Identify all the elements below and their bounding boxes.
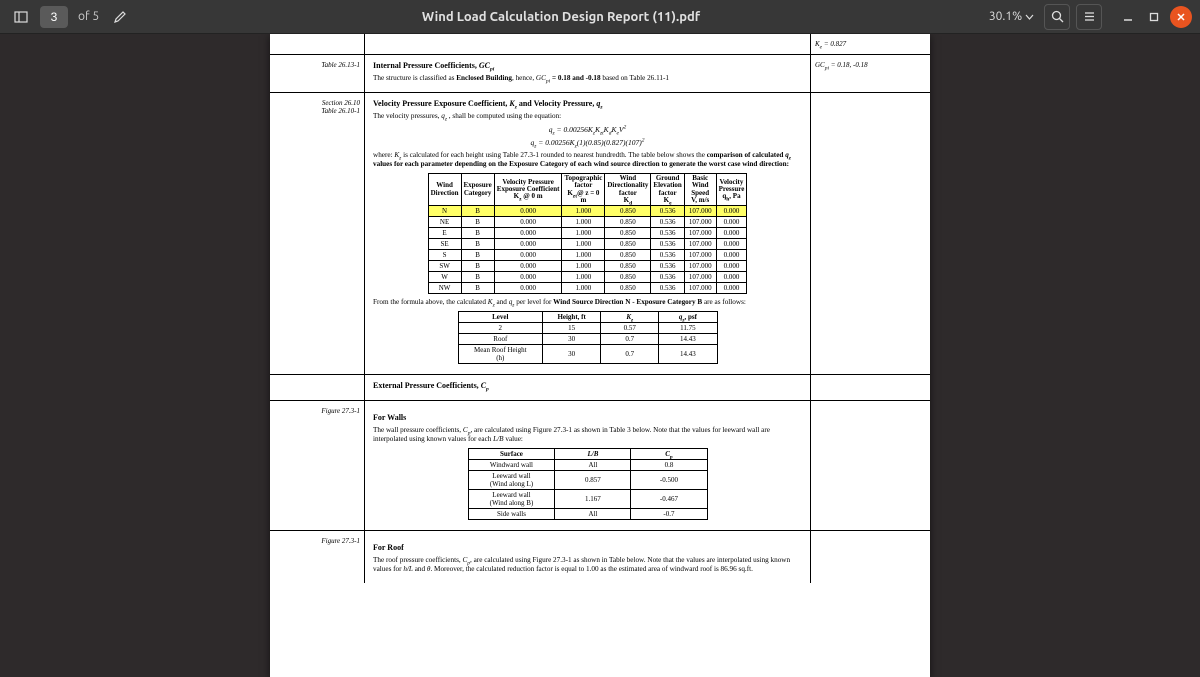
velocity-para3: From the formula above, the calculated K…: [373, 298, 802, 307]
velocity-eq1: qz = 0.00256KzKztKdKeV2: [373, 125, 802, 134]
internal-content: Internal Pressure Coefficients, GCpi The…: [365, 55, 810, 92]
walls-heading: For Walls: [373, 413, 802, 422]
walls-ref: Figure 27.3-1: [270, 401, 365, 530]
walls-para: The wall pressure coefficients, Cp, are …: [373, 426, 802, 444]
annotate-button[interactable]: [107, 4, 133, 30]
document-title: Wind Load Calculation Design Report (11)…: [133, 10, 989, 24]
velocity-content: Velocity Pressure Exposure Coefficient, …: [365, 93, 810, 374]
velocity-level-table: LevelHeight, ftKzqz, psf 2150.5711.75Roo…: [458, 311, 718, 364]
velocity-eq2: qz = 0.00256Kz(1)(0.85)(0.827)(107)2: [373, 138, 802, 147]
walls-table: SurfaceL/BCp Windward wallAll0.8Leeward …: [468, 448, 708, 520]
roof-ref: Figure 27.3-1: [270, 531, 365, 583]
internal-ref: Table 26.13-1: [270, 55, 365, 92]
external-heading-block: External Pressure Coefficients, Cp: [365, 375, 810, 400]
internal-para: The structure is classified as Enclosed …: [373, 74, 802, 83]
minimize-button[interactable]: [1118, 7, 1138, 27]
pdf-toolbar: of 5 Wind Load Calculation Design Report…: [0, 0, 1200, 34]
sidebar-toggle-button[interactable]: [8, 4, 34, 30]
velocity-comparison-table: WindDirectionExposureCategoryVelocity Pr…: [428, 173, 748, 294]
search-button[interactable]: [1044, 4, 1070, 30]
page-number-input[interactable]: [40, 6, 68, 28]
velocity-ref: Section 26.10 Table 26.10-1: [270, 93, 365, 374]
pdf-page: Ke = 0.827 Table 26.13-1 Internal Pressu…: [270, 34, 930, 677]
close-button[interactable]: [1170, 6, 1192, 28]
velocity-para2: where: Kz is calculated for each height …: [373, 151, 802, 169]
velocity-heading: Velocity Pressure Exposure Coefficient, …: [373, 99, 802, 108]
roof-heading: For Roof: [373, 543, 802, 552]
document-viewport[interactable]: Ke = 0.827 Table 26.13-1 Internal Pressu…: [0, 34, 1200, 677]
roof-para: The roof pressure coefficients, Cp, are …: [373, 556, 802, 574]
walls-content: For Walls The wall pressure coefficients…: [365, 401, 810, 530]
ke-note: Ke = 0.827: [810, 34, 930, 54]
external-heading: External Pressure Coefficients, Cp: [373, 381, 802, 390]
maximize-button[interactable]: [1144, 7, 1164, 27]
page-total-label: of 5: [78, 10, 99, 23]
internal-note: GCpi = 0.18, -0.18: [810, 55, 930, 92]
roof-content: For Roof The roof pressure coefficients,…: [365, 531, 810, 583]
internal-heading: Internal Pressure Coefficients, GCpi: [373, 61, 802, 70]
menu-button[interactable]: [1076, 4, 1102, 30]
zoom-level-label[interactable]: 30.1%: [989, 10, 1034, 23]
velocity-intro: The velocity pressures, qz , shall be co…: [373, 112, 802, 121]
